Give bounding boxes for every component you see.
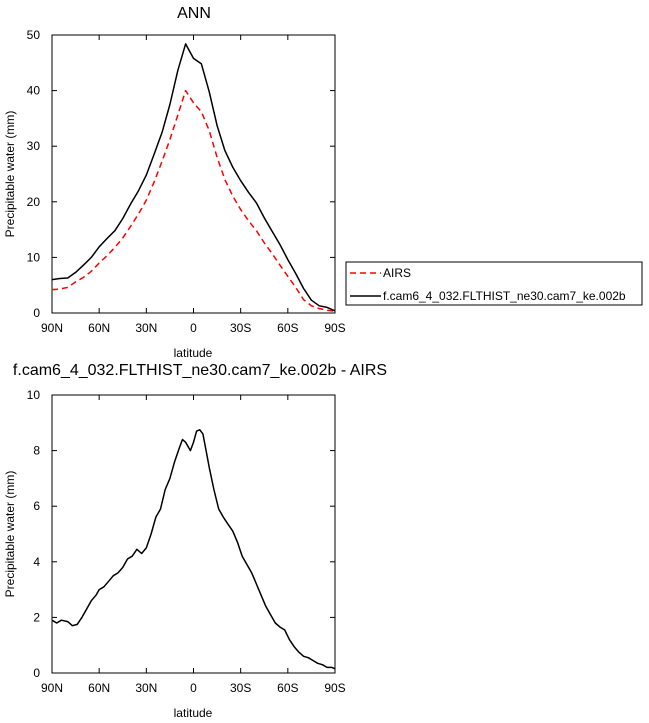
series-group bbox=[51, 43, 336, 313]
series-line-airs bbox=[51, 89, 336, 313]
y-tick-label: 50 bbox=[27, 28, 41, 42]
legend-label-model: f.cam6_4_032.FLTHIST_ne30.cam7_ke.002b bbox=[383, 289, 626, 303]
y-tick-label: 10 bbox=[27, 388, 41, 402]
x-tick-label: 30S bbox=[230, 321, 251, 335]
y-tick-label: 20 bbox=[27, 195, 41, 209]
x-tick-label: 90S bbox=[324, 321, 345, 335]
x-axis-label: latitude bbox=[174, 706, 213, 720]
y-tick-label: 30 bbox=[27, 139, 41, 153]
x-tick-label: 60S bbox=[277, 681, 298, 695]
plot-frame bbox=[51, 394, 336, 674]
chart-panel-2: f.cam6_4_032.FLTHIST_ne30.cam7_ke.002b -… bbox=[3, 362, 387, 720]
series-group bbox=[51, 429, 336, 670]
plot-frame bbox=[51, 34, 336, 314]
x-tick-label: 90N bbox=[41, 321, 63, 335]
x-tick-label: 90N bbox=[41, 681, 63, 695]
legend-box bbox=[345, 261, 643, 306]
legend-label-airs: AIRS bbox=[383, 266, 411, 280]
x-tick-label: 60N bbox=[88, 681, 110, 695]
x-tick-label: 30S bbox=[230, 681, 251, 695]
axis-ticks: 90N 60N 30N 0 30S 60S 90S 0 10 20 30 40 50 bbox=[27, 28, 346, 335]
x-tick-label: 60N bbox=[88, 321, 110, 335]
y-tick-label: 6 bbox=[33, 499, 40, 513]
x-tick-label: 90S bbox=[324, 681, 345, 695]
axis-ticks: 90N 60N 30N 0 30S 60S 90S 0 2 4 6 8 10 bbox=[27, 388, 346, 695]
series-line-f-cam6-4-032-flthist-ne30-cam7-ke-002b bbox=[51, 43, 336, 312]
y-tick-label: 0 bbox=[33, 666, 40, 680]
x-tick-label: 60S bbox=[277, 321, 298, 335]
x-tick-label: 0 bbox=[190, 321, 197, 335]
y-tick-label: 40 bbox=[27, 84, 41, 98]
chart-title: f.cam6_4_032.FLTHIST_ne30.cam7_ke.002b -… bbox=[13, 362, 387, 379]
y-tick-label: 0 bbox=[33, 306, 40, 320]
y-tick-label: 10 bbox=[27, 250, 41, 264]
x-axis-label: latitude bbox=[174, 346, 213, 360]
y-tick-label: 4 bbox=[33, 555, 40, 569]
y-axis-label: Precipitable water (mm) bbox=[3, 111, 17, 238]
y-axis-label: Precipitable water (mm) bbox=[3, 471, 17, 598]
series-line-difference bbox=[51, 429, 336, 670]
legend: AIRS f.cam6_4_032.FLTHIST_ne30.cam7_ke.0… bbox=[345, 261, 643, 306]
y-tick-label: 8 bbox=[33, 444, 40, 458]
x-tick-label: 30N bbox=[135, 681, 157, 695]
chart-panel-1: ANN 90N 60N 30N 0 30S 60S 90S 0 10 20 30 40 50 latit… bbox=[3, 5, 643, 360]
chart-title: ANN bbox=[177, 5, 211, 22]
x-tick-label: 30N bbox=[135, 321, 157, 335]
y-tick-label: 2 bbox=[33, 610, 40, 624]
x-tick-label: 0 bbox=[190, 681, 197, 695]
